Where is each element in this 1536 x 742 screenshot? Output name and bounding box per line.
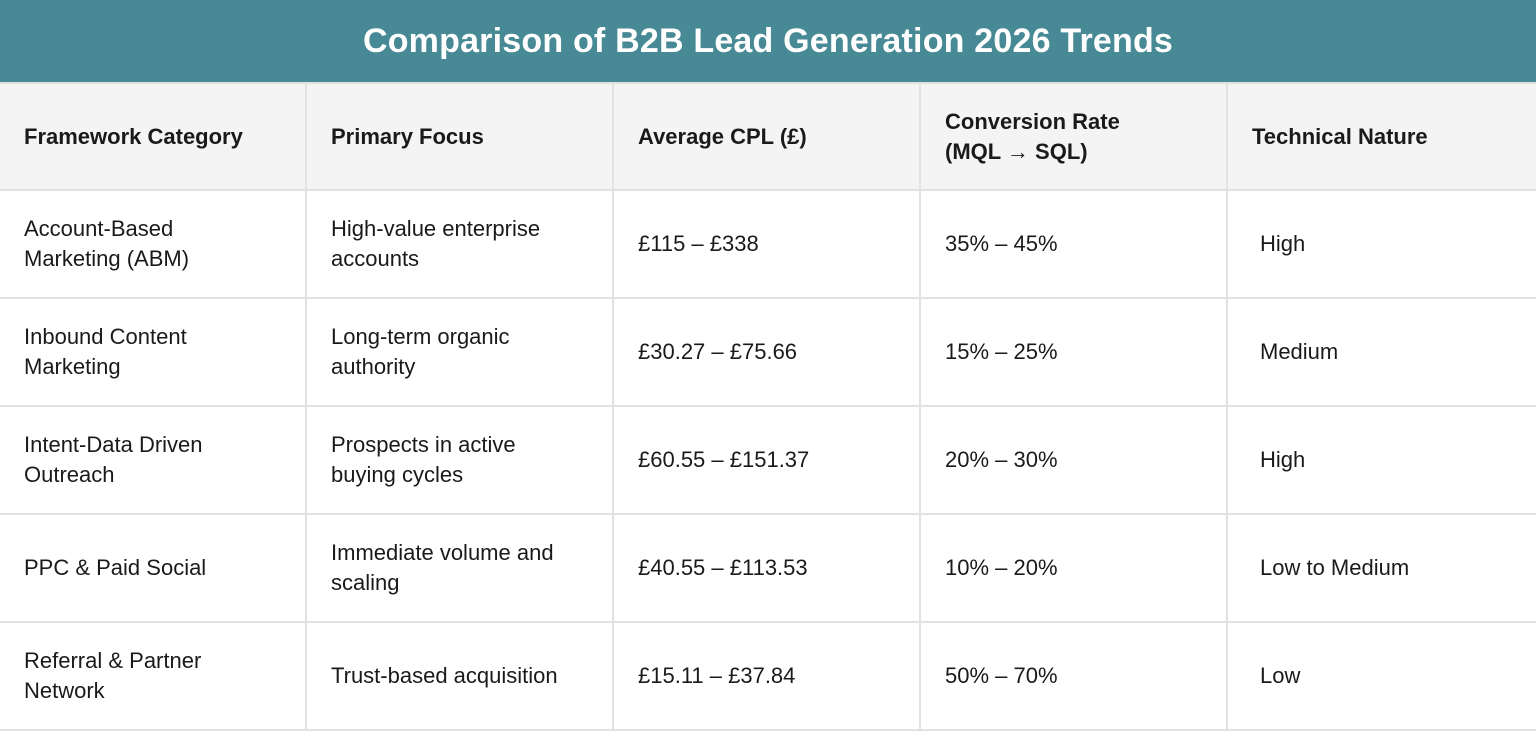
technical-nature-cell: Medium: [1226, 297, 1536, 407]
framework-category-cell: PPC & Paid Social: [0, 513, 307, 623]
technical-nature-cell: High: [1226, 189, 1536, 299]
average-cpl-cell: £115 – £338: [612, 189, 921, 299]
primary-focus-cell: Prospects in active buying cycles: [305, 405, 614, 515]
technical-nature-cell: Low to Medium: [1226, 513, 1536, 623]
framework-category-cell: Inbound Content Marketing: [0, 297, 307, 407]
comparison-table: Framework Category Primary Focus Average…: [0, 82, 1536, 731]
column-header: Technical Nature: [1226, 82, 1536, 191]
primary-focus-cell: Long-term organic authority: [305, 297, 614, 407]
framework-category-cell: Account-Based Marketing (ABM): [0, 189, 307, 299]
table-row: Referral & Partner Network Trust-based ac…: [0, 621, 1536, 731]
conversion-rate-cell: 10% – 20%: [919, 513, 1228, 623]
technical-nature-cell: Low: [1226, 621, 1536, 731]
framework-category-cell: Intent-Data Driven Outreach: [0, 405, 307, 515]
table-row: Inbound Content Marketing Long-term organ…: [0, 297, 1536, 407]
average-cpl-cell: £40.55 – £113.53: [612, 513, 921, 623]
average-cpl-cell: £60.55 – £151.37: [612, 405, 921, 515]
table-title: Comparison of B2B Lead Generation 2026 T…: [0, 0, 1536, 82]
primary-focus-cell: Immediate volume and scaling: [305, 513, 614, 623]
technical-nature-cell: High: [1226, 405, 1536, 515]
average-cpl-cell: £15.11 – £37.84: [612, 621, 921, 731]
conversion-rate-cell: 50% – 70%: [919, 621, 1228, 731]
column-header: Primary Focus: [305, 82, 614, 191]
table-row: Intent-Data Driven Outreach Prospects in …: [0, 405, 1536, 515]
primary-focus-cell: Trust-based acquisition: [305, 621, 614, 731]
table-row: Account-Based Marketing (ABM) High-value …: [0, 189, 1536, 299]
column-header: Conversion Rate (MQL → SQL): [919, 82, 1228, 191]
average-cpl-cell: £30.27 – £75.66: [612, 297, 921, 407]
column-header: Average CPL (£): [612, 82, 921, 191]
conversion-rate-cell: 20% – 30%: [919, 405, 1228, 515]
column-header: Framework Category: [0, 82, 307, 191]
framework-category-cell: Referral & Partner Network: [0, 621, 307, 731]
primary-focus-cell: High-value enterprise accounts: [305, 189, 614, 299]
conversion-rate-cell: 35% – 45%: [919, 189, 1228, 299]
table-row: PPC & Paid Social Immediate volume and sc…: [0, 513, 1536, 623]
header-row: Framework Category Primary Focus Average…: [0, 82, 1536, 191]
conversion-rate-cell: 15% – 25%: [919, 297, 1228, 407]
